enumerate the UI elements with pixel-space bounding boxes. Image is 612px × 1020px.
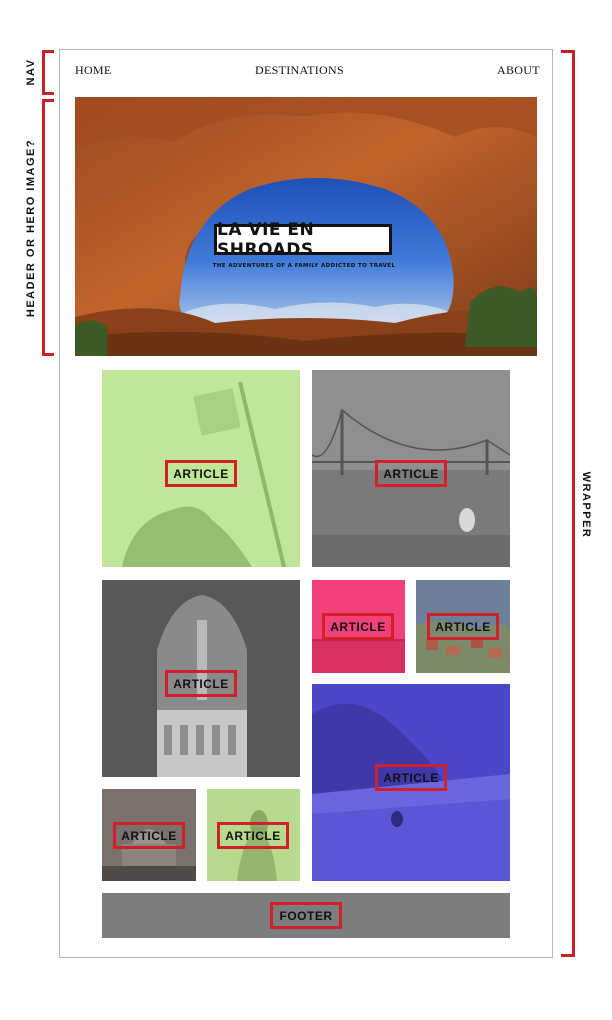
article-tile-pink-sunset[interactable]: [312, 580, 405, 673]
site-logo[interactable]: LA VIE EN SHROADS: [214, 220, 392, 260]
article-tile-infinity-pool[interactable]: [312, 684, 510, 881]
nav-about-link[interactable]: ABOUT: [497, 63, 540, 77]
header-annotation: HEADER OR HERO IMAGE?: [25, 138, 37, 318]
article-tile-golden-gate[interactable]: [312, 370, 510, 567]
hero-arch-illustration: [75, 97, 537, 356]
nav-destinations-link[interactable]: DESTINATIONS: [255, 63, 344, 77]
flag-statue-photo: [102, 370, 300, 567]
article-tile-capitol[interactable]: [102, 789, 196, 881]
mosque-photo: [102, 580, 300, 777]
article-label: ARTICLE: [165, 670, 237, 697]
article-label: ARTICLE: [375, 460, 447, 487]
article-label: ARTICLE: [375, 764, 447, 791]
article-tile-flag-statue[interactable]: [102, 370, 300, 567]
capitol-photo: [102, 789, 196, 881]
wrapper-bracket: [561, 50, 575, 957]
nav-bracket: [42, 50, 54, 95]
site-tagline: THE ADVENTURES OF A FAMILY ADDICTED TO T…: [212, 263, 396, 269]
header-bracket: [42, 99, 54, 356]
wrapper-annotation: WRAPPER: [580, 471, 592, 539]
horse-photo: [207, 789, 300, 881]
footer-block: [102, 893, 510, 938]
footer-label: FOOTER: [270, 902, 342, 929]
article-label: ARTICLE: [113, 822, 185, 849]
article-label: ARTICLE: [322, 613, 394, 640]
infinity-pool-photo: [312, 684, 510, 881]
coastal-town-photo: [416, 580, 510, 673]
article-label: ARTICLE: [217, 822, 289, 849]
article-tile-coastal-town[interactable]: [416, 580, 510, 673]
article-label: ARTICLE: [165, 460, 237, 487]
nav-annotation: NAV: [25, 58, 37, 86]
nav-home-link[interactable]: HOME: [75, 63, 112, 77]
hero-image: [75, 97, 537, 356]
article-tile-mosque[interactable]: [102, 580, 300, 777]
pink-sunset-photo: [312, 580, 405, 673]
golden-gate-photo: [312, 370, 510, 567]
article-label: ARTICLE: [427, 613, 499, 640]
article-tile-horse[interactable]: [207, 789, 300, 881]
